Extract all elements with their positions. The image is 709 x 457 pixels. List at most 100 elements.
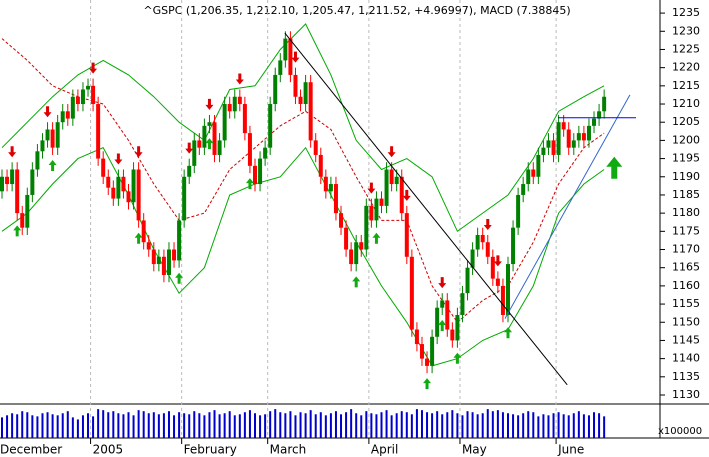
candle-body	[308, 82, 313, 141]
volume-bar	[577, 411, 580, 438]
volume-bar	[319, 412, 322, 438]
x-tick-label: April	[371, 443, 398, 457]
candle-body	[187, 165, 192, 177]
sell-arrow	[134, 146, 143, 158]
candle-body	[450, 329, 455, 341]
candle-body	[288, 38, 293, 75]
y-tick-label: 1170	[672, 243, 700, 256]
volume-bar	[603, 416, 606, 438]
volume-bar	[299, 412, 302, 438]
volume-bar	[572, 413, 575, 438]
x-tick-label: December	[0, 443, 62, 457]
volume-bar	[6, 415, 9, 438]
sell-arrow	[438, 277, 447, 289]
candle-body	[359, 242, 364, 250]
candle-body	[141, 220, 146, 243]
candle-body	[506, 264, 510, 315]
y-tick-label: 1190	[672, 170, 700, 183]
candle-body	[364, 205, 369, 250]
candle-body	[70, 96, 75, 119]
volume-bar	[567, 415, 570, 438]
candle-body	[177, 220, 182, 261]
candle-body	[556, 122, 561, 155]
volume-bar	[522, 413, 525, 438]
candle-body	[283, 38, 288, 61]
candle-body	[526, 169, 531, 185]
candle-body	[546, 140, 551, 148]
y-tick-label: 1130	[672, 388, 700, 401]
candle-body	[212, 122, 217, 155]
candle-body	[303, 82, 308, 105]
candle-body	[91, 85, 96, 105]
volume-bar	[233, 415, 236, 438]
candle-body	[566, 129, 571, 148]
candle-body	[521, 184, 526, 195]
sell-arrow	[483, 218, 492, 230]
candle-body	[247, 133, 252, 166]
volume-bar	[178, 412, 181, 438]
volume-bar	[527, 411, 530, 438]
candle-body	[126, 191, 131, 203]
volume-bar	[532, 412, 535, 438]
volume-bar	[496, 410, 499, 438]
volume-bar	[593, 412, 596, 438]
volume-bar	[218, 414, 221, 438]
candle-body	[207, 122, 212, 126]
volume-bar	[223, 413, 226, 438]
volume-bar	[142, 411, 145, 438]
candle-body	[349, 249, 354, 265]
candle-body	[5, 176, 10, 185]
candle-body	[192, 140, 197, 166]
candle-body	[172, 249, 177, 261]
candle-body	[576, 133, 581, 141]
volume-bar	[375, 414, 378, 438]
candle-body	[156, 256, 161, 265]
candle-body	[121, 176, 126, 192]
volume-bar	[122, 414, 125, 438]
candle-body	[531, 169, 536, 177]
volume-bar	[16, 414, 19, 438]
sell-arrow	[89, 62, 98, 74]
candle-body	[409, 256, 414, 330]
candle-body	[581, 133, 586, 141]
candle-body	[369, 205, 374, 221]
candle-body	[541, 147, 546, 155]
candle-body	[237, 96, 242, 105]
candle-body	[278, 60, 283, 75]
candle-body	[516, 194, 521, 228]
buy-arrow	[205, 138, 214, 150]
volume-bar	[46, 412, 49, 438]
volume-bar	[107, 412, 110, 438]
x-tick-label: June	[557, 443, 584, 457]
candle-body	[80, 89, 85, 105]
candle-body	[10, 169, 15, 185]
volume-bar	[294, 415, 297, 438]
candle-body	[374, 198, 379, 221]
candle-body	[217, 140, 222, 155]
candle-body	[35, 151, 40, 170]
volume-bar	[183, 413, 186, 438]
volume-bar	[203, 415, 206, 438]
candle-body	[136, 169, 141, 221]
volume-bar	[87, 413, 90, 438]
y-tick-label: 1140	[672, 352, 700, 365]
candle-body	[273, 74, 278, 105]
candle-body	[475, 234, 480, 250]
volume-bar	[400, 411, 403, 438]
volume-bar	[598, 413, 601, 438]
candle-body	[460, 293, 465, 315]
volume-bar	[517, 415, 520, 438]
candle-body	[511, 227, 516, 265]
volume-bar	[547, 415, 550, 438]
volume-bar	[309, 410, 312, 438]
volume-bar	[81, 415, 84, 438]
volume-bar	[512, 414, 515, 438]
candle-body	[146, 242, 151, 250]
volume-bar	[557, 412, 560, 438]
volume-bar	[1, 417, 3, 438]
volume-bar	[410, 414, 413, 438]
candle-body	[500, 285, 505, 315]
volume-bar	[36, 416, 39, 438]
volume-bar	[147, 413, 150, 438]
